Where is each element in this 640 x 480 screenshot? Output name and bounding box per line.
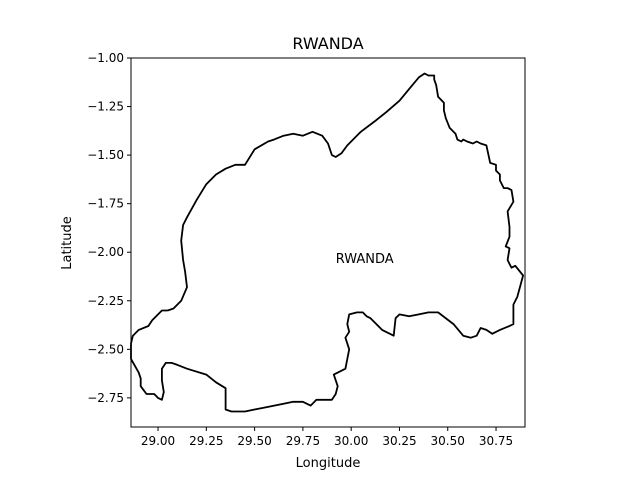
country-boundary (130, 72, 524, 413)
y-tick-label: −2.75 (87, 391, 124, 405)
plot-area: RWANDA (130, 57, 526, 428)
x-tick-label: 30.25 (382, 434, 416, 448)
x-tick-label: 29.50 (237, 434, 271, 448)
axes-frame (130, 57, 526, 428)
y-tick-label: −2.00 (87, 245, 124, 259)
y-axis-label: Latitude (60, 216, 75, 270)
x-tick-label: 30.75 (479, 434, 513, 448)
y-tick-label: −1.75 (87, 197, 124, 211)
chart-title: RWANDA (292, 34, 363, 53)
place-label: RWANDA (336, 252, 394, 267)
x-axis-label: Longitude (296, 456, 361, 471)
y-axis-ticks: −1.00 −1.25 −1.50 −1.75 −2.00 −2.25 −2.50 −2.75 (87, 51, 131, 405)
x-tick-label: 29.00 (141, 434, 175, 448)
x-tick-label: 30.50 (431, 434, 465, 448)
x-tick-label: 29.75 (286, 434, 320, 448)
y-tick-label: −1.50 (87, 148, 124, 162)
x-tick-label: 30.00 (334, 434, 368, 448)
y-tick-label: −2.50 (87, 342, 124, 356)
x-axis-ticks: 29.00 29.25 29.50 29.75 30.00 30.25 30.50 30.75 (141, 427, 513, 448)
y-tick-label: −2.25 (87, 294, 124, 308)
x-tick-label: 29.25 (189, 434, 223, 448)
y-tick-label: −1.25 (87, 100, 124, 114)
y-tick-label: −1.00 (87, 51, 124, 65)
